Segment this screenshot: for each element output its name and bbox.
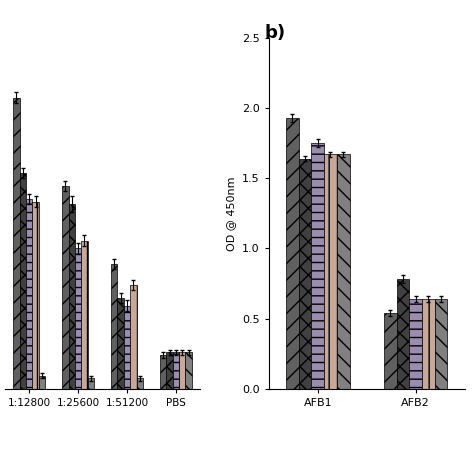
Bar xyxy=(384,313,397,389)
Bar xyxy=(409,299,422,389)
Bar xyxy=(397,279,409,389)
Bar xyxy=(435,299,447,389)
Bar xyxy=(286,118,299,389)
Bar xyxy=(311,143,324,389)
Bar xyxy=(13,98,19,389)
Bar xyxy=(166,352,173,389)
Bar xyxy=(88,378,94,389)
Bar xyxy=(124,306,130,389)
Bar xyxy=(130,285,137,389)
Bar xyxy=(337,155,349,389)
Bar xyxy=(75,248,81,389)
Bar xyxy=(32,201,39,389)
Bar xyxy=(26,199,32,389)
Bar xyxy=(111,264,118,389)
Text: b): b) xyxy=(264,24,285,42)
Bar xyxy=(173,352,179,389)
Bar xyxy=(422,299,435,389)
Bar xyxy=(299,159,311,389)
Bar xyxy=(39,376,45,389)
Bar xyxy=(81,241,88,389)
Bar xyxy=(19,173,26,389)
Bar xyxy=(137,378,143,389)
Y-axis label: OD @ 450nm: OD @ 450nm xyxy=(227,176,237,251)
Bar xyxy=(185,352,192,389)
Bar xyxy=(179,352,185,389)
Bar xyxy=(324,155,337,389)
Bar xyxy=(62,186,69,389)
Bar xyxy=(69,204,75,389)
Bar xyxy=(160,355,166,389)
Bar xyxy=(118,298,124,389)
